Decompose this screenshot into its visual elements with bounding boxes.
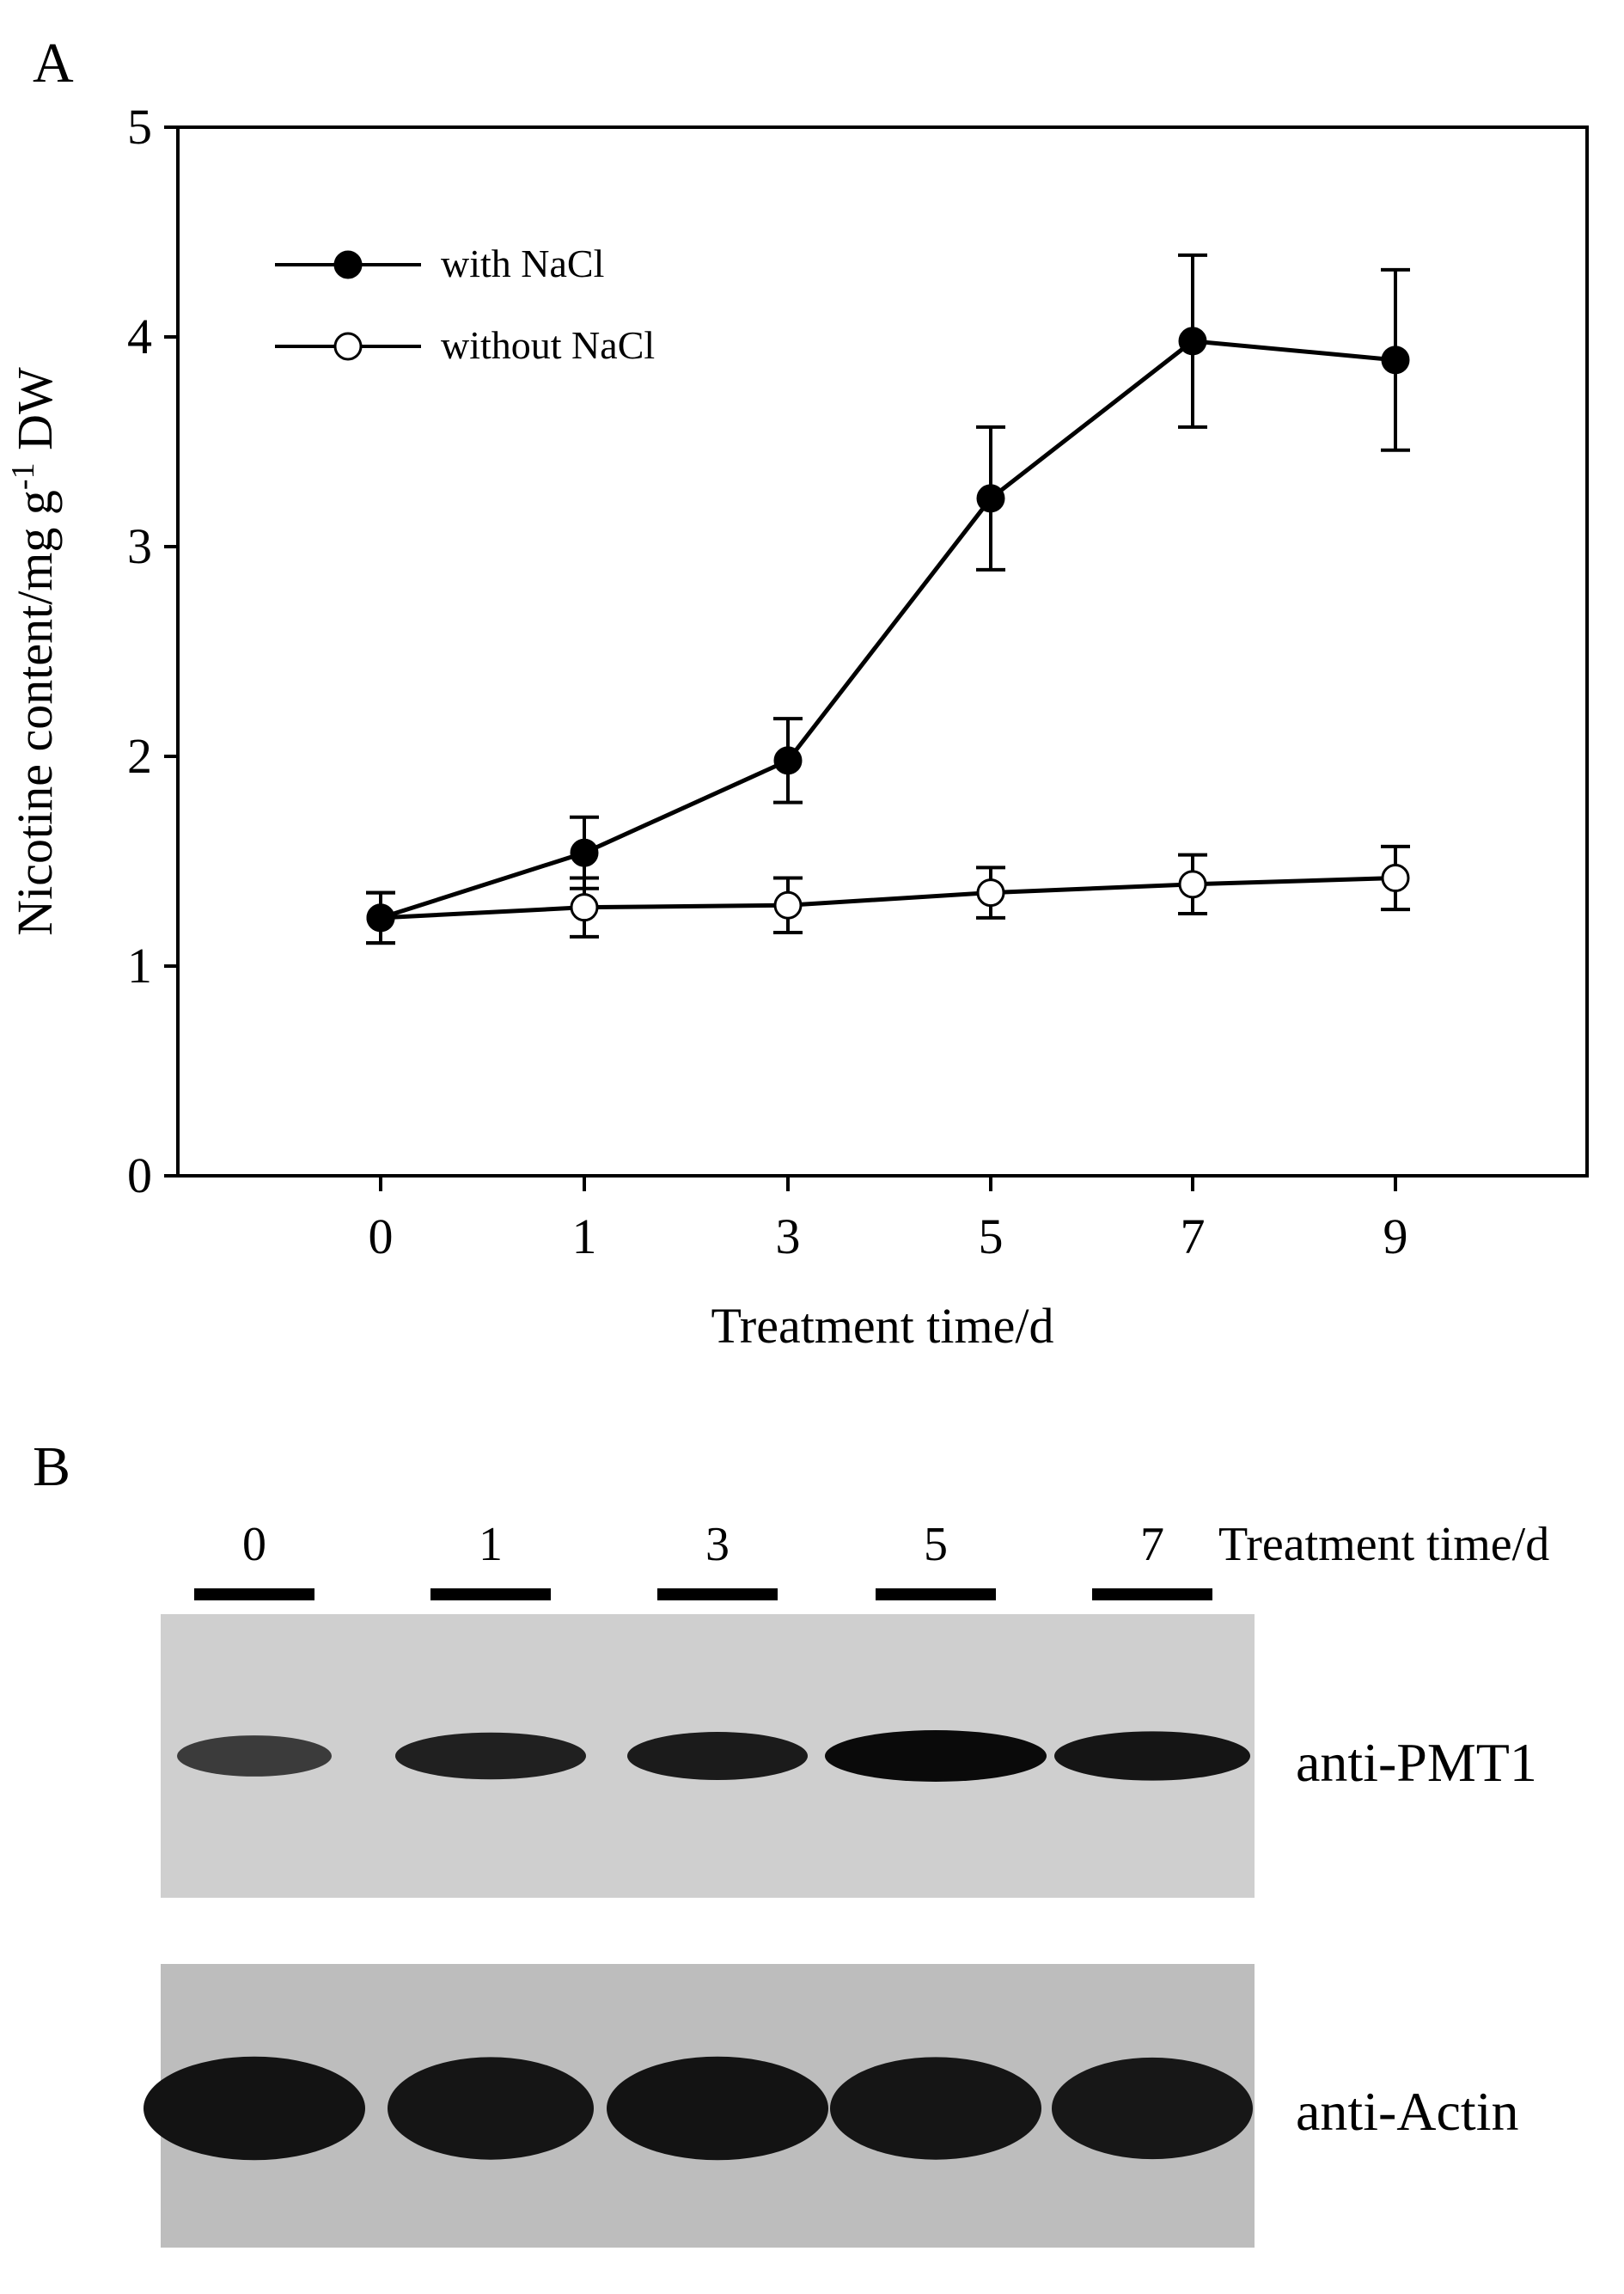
blot-band-actin xyxy=(830,2057,1041,2160)
lane-label: 0 xyxy=(242,1518,266,1571)
data-point-with-nacl xyxy=(366,903,395,933)
nicotine-chart: 0 1 2 3 4 5 0 1 3 5 7 9 with NaCl without NaCl Tre… xyxy=(5,99,1589,1354)
lane-bar xyxy=(1092,1588,1212,1600)
lane-bar xyxy=(876,1588,996,1600)
y-axis-label: Nicotine content/mg g-1 DW xyxy=(5,367,63,936)
panel-a-label: A xyxy=(33,32,74,95)
lane-label: 5 xyxy=(924,1518,948,1571)
y-tick-label: 5 xyxy=(127,99,152,155)
x-axis-ticks: 0 1 3 5 7 9 xyxy=(369,1176,1408,1264)
data-point-without-nacl xyxy=(773,890,803,920)
panel-b-label: B xyxy=(33,1435,70,1498)
blot-band-pmt1 xyxy=(627,1732,808,1780)
data-point-without-nacl xyxy=(1381,864,1410,893)
blot-band-actin xyxy=(143,2056,365,2161)
x-tick-label: 3 xyxy=(776,1208,801,1264)
lane-label: 3 xyxy=(705,1518,730,1571)
legend-marker-without-nacl xyxy=(333,332,363,361)
blot-band-pmt1 xyxy=(177,1735,332,1777)
y-axis-ticks: 0 1 2 3 4 5 xyxy=(127,99,178,1203)
y-axis-label-main: Nicotine content/mg g xyxy=(7,490,63,936)
series-line-with-nacl xyxy=(380,339,1396,921)
blot-header-label: Treatment time/d xyxy=(1218,1518,1549,1571)
legend: with NaCl without NaCl xyxy=(275,242,655,367)
x-tick-label: 0 xyxy=(369,1208,394,1264)
data-point-with-nacl xyxy=(570,838,599,867)
lane-bar xyxy=(657,1588,778,1600)
series-layer xyxy=(366,253,1410,945)
y-tick-label: 4 xyxy=(127,309,152,364)
blot-label-actin: anti-Actin xyxy=(1296,2081,1518,2142)
legend-label-without-nacl: without NaCl xyxy=(441,323,655,367)
lane-bar xyxy=(194,1588,314,1600)
plot-frame xyxy=(176,125,1589,1178)
blot-band-actin xyxy=(607,2056,828,2161)
x-tick-label: 5 xyxy=(979,1208,1004,1264)
y-axis-label-unit: DW xyxy=(7,367,63,462)
series-line-without-nacl xyxy=(380,876,1396,921)
blot-band-pmt1 xyxy=(1054,1731,1250,1781)
x-tick-label: 7 xyxy=(1181,1208,1206,1264)
x-tick-label: 9 xyxy=(1383,1208,1408,1264)
data-point-without-nacl xyxy=(1178,870,1207,899)
data-point-with-nacl xyxy=(1178,327,1207,356)
blot-band-actin xyxy=(388,2057,594,2160)
western-blot: 0 1 3 5 7 Treatment time/d anti-PMT1 anti-Ac… xyxy=(143,1518,1549,2248)
blot-band-pmt1 xyxy=(825,1730,1047,1782)
x-axis-label: Treatment time/d xyxy=(711,1298,1054,1354)
data-point-with-nacl xyxy=(773,746,803,775)
y-tick-label: 0 xyxy=(127,1147,152,1203)
y-tick-label: 1 xyxy=(127,938,152,994)
blot-band-pmt1 xyxy=(395,1732,586,1780)
x-tick-label: 1 xyxy=(572,1208,597,1264)
data-point-with-nacl xyxy=(976,484,1005,513)
blot-band-actin xyxy=(1052,2057,1253,2160)
lane-bar xyxy=(430,1588,551,1600)
lane-headers: 0 1 3 5 7 xyxy=(194,1518,1212,1600)
lane-label: 1 xyxy=(479,1518,503,1571)
data-point-without-nacl xyxy=(976,878,1005,908)
data-point-with-nacl xyxy=(1381,346,1410,375)
y-tick-label: 2 xyxy=(127,728,152,784)
blot-bands xyxy=(143,1730,1253,2161)
legend-marker-with-nacl xyxy=(333,250,363,279)
y-axis-label-sup: -1 xyxy=(5,462,41,490)
blot-label-pmt1: anti-PMT1 xyxy=(1296,1732,1537,1793)
legend-label-with-nacl: with NaCl xyxy=(441,242,604,285)
y-tick-label: 3 xyxy=(127,518,152,574)
data-point-without-nacl xyxy=(570,893,599,922)
lane-label: 7 xyxy=(1140,1518,1164,1571)
